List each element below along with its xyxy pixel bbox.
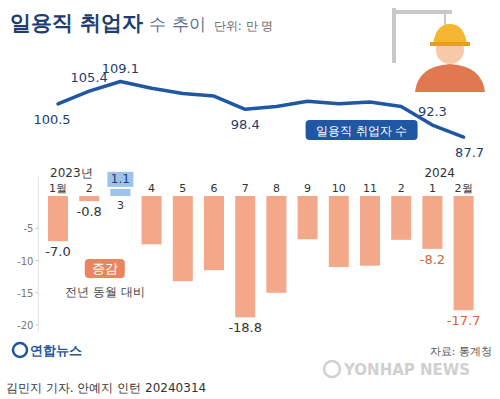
data-label: -18.8 (228, 320, 262, 335)
data-label: 1.1 (111, 172, 130, 186)
x-tick-label: 2 (86, 182, 93, 195)
bars (48, 189, 474, 317)
helmet-brim (430, 42, 470, 46)
line-data-label: 100.5 (33, 112, 70, 127)
title: 일용직 취업자 (10, 11, 143, 35)
y-tick (35, 260, 38, 261)
x-tick-label: 9 (304, 182, 311, 195)
data-label: -0.8 (77, 204, 102, 219)
unit-label: 단위: 만 명 (214, 19, 274, 33)
legend-box (306, 120, 418, 140)
bar (360, 196, 380, 266)
watermark: YONHAP NEWS (343, 361, 470, 379)
x-tick-label: 1 (429, 182, 436, 195)
year-label: 2023년 (50, 166, 93, 180)
data-label: -8.2 (420, 252, 445, 267)
bar (266, 196, 286, 293)
credit: 김민지 기자. 안예지 인턴 20240314 (6, 381, 206, 395)
legend-label: 증감 (92, 261, 118, 276)
x-tick-label: 7 (242, 182, 249, 195)
y-tick (35, 292, 38, 293)
bar (79, 196, 99, 201)
bar (454, 196, 474, 310)
chart: 일용직 취업자 수 추이 단위: 만 명 -5 -10 -15 -20 1월 2 3 4 5 6 7 8 9 1… (0, 0, 500, 399)
subtitle: 수 추이 (149, 14, 205, 34)
bar (391, 196, 411, 240)
bar (235, 196, 255, 317)
x-tick-label: 11 (363, 182, 377, 195)
y-tick-label: -20 (17, 320, 33, 331)
x-tick-label: 10 (332, 182, 346, 195)
x-tick-label: 8 (273, 182, 280, 195)
x-tick-label: 2 (398, 182, 405, 195)
y-tick-label: -10 (17, 256, 33, 267)
legend-label: 일용직 취업자 수 (316, 124, 408, 138)
bar (48, 196, 68, 241)
bar (110, 189, 130, 196)
x-tick-label: 6 (211, 182, 218, 195)
y-axis-line (38, 177, 39, 332)
logo: 연합뉴스 (13, 343, 82, 358)
line-data-label: 92.3 (418, 104, 447, 119)
line-data-label: 87.7 (455, 145, 484, 160)
bar (204, 196, 224, 270)
data-label: -7.0 (45, 244, 70, 259)
annotation: 전년 동월 대비 (65, 285, 145, 299)
logo-text: 연합뉴스 (30, 343, 82, 358)
y-tick-label: -5 (23, 223, 33, 234)
x-tick-label: 1월 (49, 182, 67, 195)
year-label: 2024 (424, 166, 455, 180)
source: 자료: 통계청 (430, 345, 492, 358)
bar (142, 196, 162, 244)
logo-mark (13, 343, 27, 357)
legend-box (85, 259, 125, 278)
y-tick (35, 228, 38, 229)
worker-body (415, 64, 485, 92)
data-label-box (107, 172, 133, 187)
bar (298, 196, 318, 239)
line-data-label: 109.1 (102, 61, 139, 76)
bar (329, 196, 349, 267)
line-data-label: 98.4 (231, 117, 260, 132)
worker-icon (392, 8, 485, 92)
data-label: -17.7 (447, 313, 481, 328)
bar (422, 196, 442, 249)
x-tick-label: 3 (117, 199, 124, 212)
x-tick-label: 4 (148, 182, 155, 195)
x-tick-label: 5 (179, 182, 186, 195)
y-tick (35, 325, 38, 326)
x-tick-label: 2월 (455, 182, 473, 195)
line (58, 82, 464, 138)
crane-jib (392, 10, 452, 14)
background (0, 0, 500, 399)
line-group (58, 82, 464, 138)
watermark-mark (324, 361, 340, 377)
bar (173, 196, 193, 281)
y-tick-label: -15 (17, 288, 33, 299)
crane-mast (392, 8, 396, 63)
worker-helmet (433, 24, 467, 44)
